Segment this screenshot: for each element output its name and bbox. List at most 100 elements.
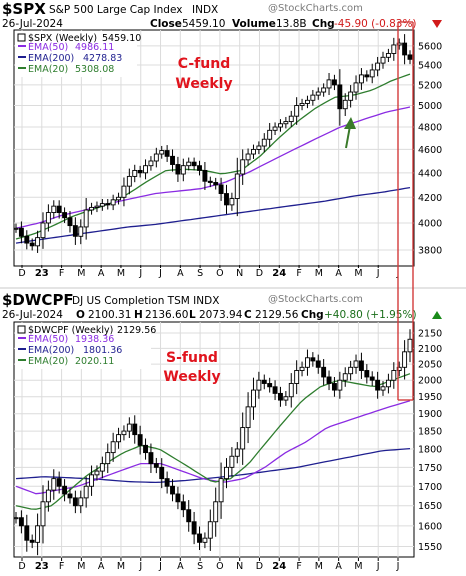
bottom-close-label: C: [244, 309, 252, 321]
top-price-bar: [294, 97, 300, 125]
top-x-tick-label: A: [177, 268, 184, 279]
bottom-price-bar: [315, 354, 321, 374]
top-ema50-line: [15, 106, 411, 229]
top-price-bar: [305, 95, 310, 109]
bottom-price-bar: [159, 458, 165, 489]
top-price-bar: [18, 221, 24, 244]
top-price-bar: [191, 157, 197, 171]
bottom-price-bar: [342, 367, 348, 387]
top-price-bar: [132, 164, 138, 183]
top-y-axis: 5600 5400 5200 5000 4800 4600 4400 4200 4000 3800: [418, 41, 442, 256]
top-close-value: 5459.10: [182, 18, 225, 30]
top-legend-ema200-value: 4278.83: [83, 53, 122, 64]
top-price-bar: [13, 223, 19, 233]
bottom-price-bar: [207, 509, 213, 551]
top-x-tick-label: 23: [35, 268, 49, 279]
top-x-tick-label: S: [197, 268, 203, 279]
top-price-bar: [375, 56, 381, 77]
top-price-bar: [83, 198, 89, 240]
bottom-date: 26-Jul-2024: [2, 309, 63, 321]
top-y-tick-label: 5200: [418, 80, 442, 91]
top-chg-label: Chg: [312, 18, 335, 30]
top-price-bar: [89, 202, 95, 215]
up-triangle-icon: [432, 311, 442, 319]
green-arrow-icon: [344, 117, 356, 149]
top-plot-area: 5600 5400 5200 5000 4800 4600 4400 4200 4000 3800…: [13, 29, 442, 267]
bottom-x-tick-label: M: [77, 561, 85, 572]
bottom-ema200-path: [15, 447, 411, 484]
top-price-bar: [283, 116, 289, 129]
top-x-tick-label: N: [236, 268, 243, 279]
bottom-legend-ema20-label: EMA(20): [28, 356, 68, 367]
bottom-price-bar: [148, 443, 154, 473]
bottom-price-bar: [310, 352, 316, 367]
top-legend-ema50-value: 4986.11: [75, 42, 114, 53]
bottom-x-tick-label: M: [117, 561, 125, 572]
top-price-bar: [385, 48, 391, 62]
bottom-ema20-line: [15, 373, 411, 510]
bottom-x-tick-label: A: [98, 561, 105, 572]
bottom-legend-entry-ema20: EMA(20) 2020.11: [18, 356, 114, 367]
bottom-y-tick-label: 2050: [418, 360, 442, 371]
bottom-panel-header: $DWCPF DJ US Completion TSM INDX @StockC…: [2, 291, 442, 321]
bottom-price-bar: [153, 457, 159, 474]
top-price-bar: [78, 219, 84, 245]
bottom-x-tick-label: J: [376, 561, 380, 572]
bottom-x-tick-label: D: [18, 561, 25, 572]
bottom-price-bar: [105, 443, 111, 474]
bottom-price-bar: [240, 412, 246, 465]
top-annotation-line1: C-fund: [178, 56, 230, 72]
bottom-y-tick-label: 1950: [418, 392, 442, 403]
top-price-bar: [256, 141, 262, 155]
bottom-price-bar: [94, 465, 100, 481]
top-price-bar: [229, 192, 235, 211]
bottom-y-tick-label: 2100: [418, 344, 442, 355]
top-x-tick-label: D: [18, 268, 25, 279]
top-price-bar: [67, 211, 73, 233]
top-price-bar: [326, 73, 332, 96]
bottom-ema50-path: [15, 400, 411, 495]
bottom-legend-ema20-value: 2020.11: [75, 356, 114, 367]
bottom-legend-price-value: 2129.56: [117, 325, 156, 336]
bottom-price-bar: [197, 526, 202, 551]
bottom-legend-ema200-label: EMA(200): [28, 345, 74, 356]
top-price-bar: [310, 89, 316, 106]
bottom-chg-value: +40.80 (+1.95%): [324, 309, 417, 321]
bottom-price-bar: [407, 329, 413, 363]
bottom-price-bar: [251, 377, 256, 420]
top-price-bar: [337, 69, 343, 126]
bottom-index-name: DJ US Completion TSM INDX: [72, 295, 219, 307]
top-price-bar: [56, 200, 62, 219]
watermark-top: @StockCharts.com: [268, 3, 363, 14]
top-price-bar: [348, 85, 354, 108]
bottom-price-bar: [51, 469, 57, 500]
bottom-price-bar: [99, 456, 105, 479]
top-price-bar: [407, 50, 413, 65]
bottom-price-bar: [326, 370, 332, 391]
top-legend-entry-ema200: EMA(200) 4278.83: [18, 53, 122, 64]
bottom-price-bar: [24, 514, 30, 552]
bottom-price-bar: [191, 511, 197, 545]
bottom-price-bar: [245, 392, 251, 444]
bottom-y-tick-label: 1650: [418, 501, 442, 512]
top-legend-ema200-label: EMA(200): [28, 53, 74, 64]
bottom-price-bar: [29, 534, 35, 549]
bottom-price-bar: [348, 360, 354, 381]
top-close-label: Close: [150, 18, 182, 30]
bottom-price-bar: [385, 373, 391, 394]
bottom-price-bar: [278, 386, 283, 407]
bottom-price-bar: [110, 432, 116, 462]
top-x-tick-label: O: [216, 268, 223, 279]
bottom-x-tick-label: J: [138, 561, 142, 572]
top-price-bar: [148, 156, 154, 171]
top-ema20-line: [15, 73, 411, 240]
top-price-bar: [197, 160, 202, 176]
bottom-y-tick-label: 1900: [418, 409, 442, 420]
bottom-legend-ema200-value: 1801.36: [83, 345, 122, 356]
top-price-bar: [315, 87, 321, 100]
bottom-price-bar: [396, 361, 402, 377]
bottom-price-bar: [321, 359, 327, 386]
top-y-tick-label: 4200: [418, 193, 442, 204]
top-x-tick-label: J: [376, 268, 380, 279]
bottom-price-bars: [13, 329, 413, 556]
